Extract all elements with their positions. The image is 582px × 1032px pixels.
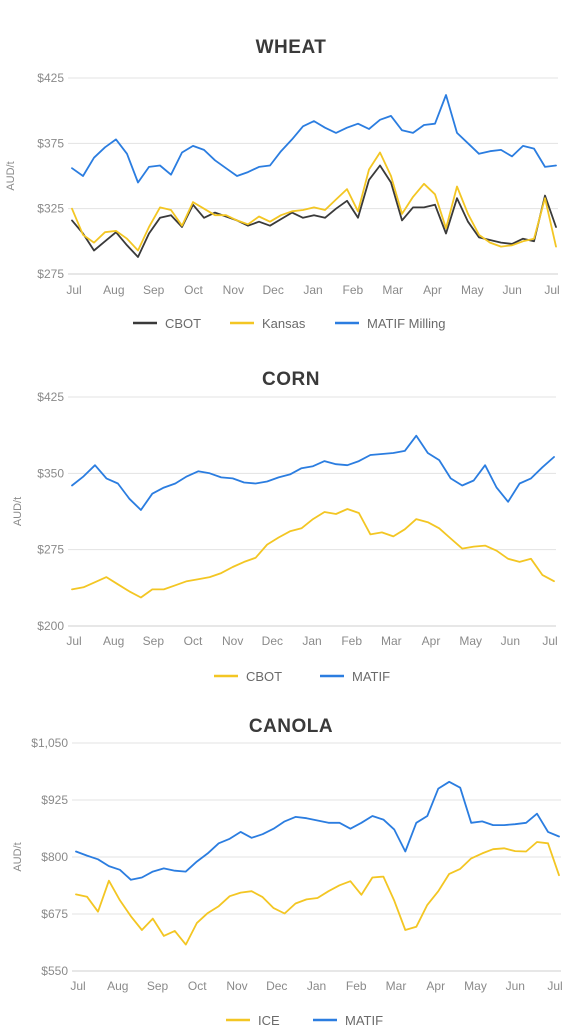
x-tick-label: Oct — [184, 634, 203, 648]
x-tick-label: Dec — [266, 979, 287, 993]
y-tick-label: $325 — [37, 202, 64, 216]
x-tick-label: Jan — [303, 283, 322, 297]
y-tick-label: $350 — [37, 466, 64, 480]
y-axis-label: AUD/t — [12, 497, 24, 526]
x-tick-label: Aug — [103, 283, 124, 297]
legend-label: Kansas — [262, 316, 306, 331]
x-tick-label: Jul — [70, 979, 85, 993]
legend-label: ICE — [258, 1013, 280, 1028]
legend-label: MATIF — [352, 669, 390, 684]
x-tick-label: Mar — [386, 979, 407, 993]
y-tick-label: $800 — [41, 850, 68, 864]
x-tick-label: Oct — [184, 283, 203, 297]
x-tick-label: Aug — [107, 979, 128, 993]
y-tick-label: $375 — [37, 136, 64, 150]
legend-label: CBOT — [246, 669, 282, 684]
x-tick-label: Oct — [188, 979, 207, 993]
x-tick-label: Feb — [342, 283, 363, 297]
x-tick-label: Nov — [223, 283, 244, 297]
x-tick-label: Dec — [262, 283, 283, 297]
x-tick-label: Jul — [547, 979, 562, 993]
x-tick-label: Jul — [542, 634, 557, 648]
chart-canola: CANOLA $550 $675 $800 $925 $1,050 AUD/t Jul Aug S… — [12, 716, 563, 1028]
x-tick-label: Jul — [66, 283, 81, 297]
y-tick-label: $925 — [41, 793, 68, 807]
x-tick-label: Sep — [143, 283, 165, 297]
x-tick-label: Sep — [143, 634, 165, 648]
x-tick-label: Sep — [147, 979, 169, 993]
x-tick-label: Mar — [382, 283, 403, 297]
chart-title: CANOLA — [249, 716, 333, 737]
x-tick-label: Nov — [222, 634, 243, 648]
legend-label: MATIF Milling — [367, 316, 445, 331]
x-tick-label: Jun — [506, 979, 525, 993]
x-tick-label: Jan — [307, 979, 326, 993]
y-tick-label: $200 — [37, 619, 64, 633]
y-tick-label: $675 — [41, 907, 68, 921]
series-line-ice — [75, 841, 560, 946]
x-tick-label: Jul — [66, 634, 81, 648]
y-axis-label: AUD/t — [5, 161, 17, 190]
x-tick-label: Apr — [423, 283, 442, 297]
y-tick-label: $275 — [37, 267, 64, 281]
x-tick-label: Mar — [381, 634, 402, 648]
y-tick-label: $425 — [37, 71, 64, 85]
legend: ICE MATIF — [226, 1013, 383, 1028]
series-line-matif — [75, 780, 560, 881]
chart-wheat: WHEAT $275 $325 $375 $425 AUD/t Jul Aug Sep Oct No… — [5, 37, 560, 331]
x-tick-label: Jun — [501, 634, 520, 648]
legend-label: CBOT — [165, 316, 201, 331]
x-tick-label: Jun — [502, 283, 521, 297]
y-axis-label: AUD/t — [12, 842, 24, 871]
x-tick-label: Apr — [422, 634, 441, 648]
legend: CBOT MATIF — [214, 669, 390, 684]
x-tick-label: Feb — [346, 979, 367, 993]
series-line-matif-milling — [71, 94, 557, 184]
legend-label: MATIF — [345, 1013, 383, 1028]
x-tick-label: Nov — [226, 979, 247, 993]
y-tick-label: $550 — [41, 964, 68, 978]
y-tick-label: $275 — [37, 543, 64, 557]
x-tick-label: Dec — [262, 634, 283, 648]
x-tick-label: Jan — [302, 634, 321, 648]
x-tick-label: May — [464, 979, 487, 993]
y-tick-label: $425 — [37, 390, 64, 404]
chart-title: CORN — [262, 369, 320, 390]
x-tick-label: Jul — [544, 283, 559, 297]
legend: CBOT Kansas MATIF Milling — [133, 316, 445, 331]
chart-title: WHEAT — [256, 37, 327, 58]
x-tick-label: Aug — [103, 634, 124, 648]
chart-corn: CORN $200 $275 $350 $425 AUD/t Jul Aug Sep Oct Nov… — [12, 369, 558, 684]
series-line-matif — [71, 434, 555, 511]
y-tick-label: $1,050 — [31, 736, 68, 750]
series-line-kansas — [71, 151, 557, 252]
series-line-cbot — [71, 508, 555, 599]
x-tick-label: May — [461, 283, 484, 297]
x-tick-label: Feb — [341, 634, 362, 648]
x-tick-label: May — [459, 634, 482, 648]
x-tick-label: Apr — [426, 979, 445, 993]
series-line-cbot — [71, 164, 557, 258]
